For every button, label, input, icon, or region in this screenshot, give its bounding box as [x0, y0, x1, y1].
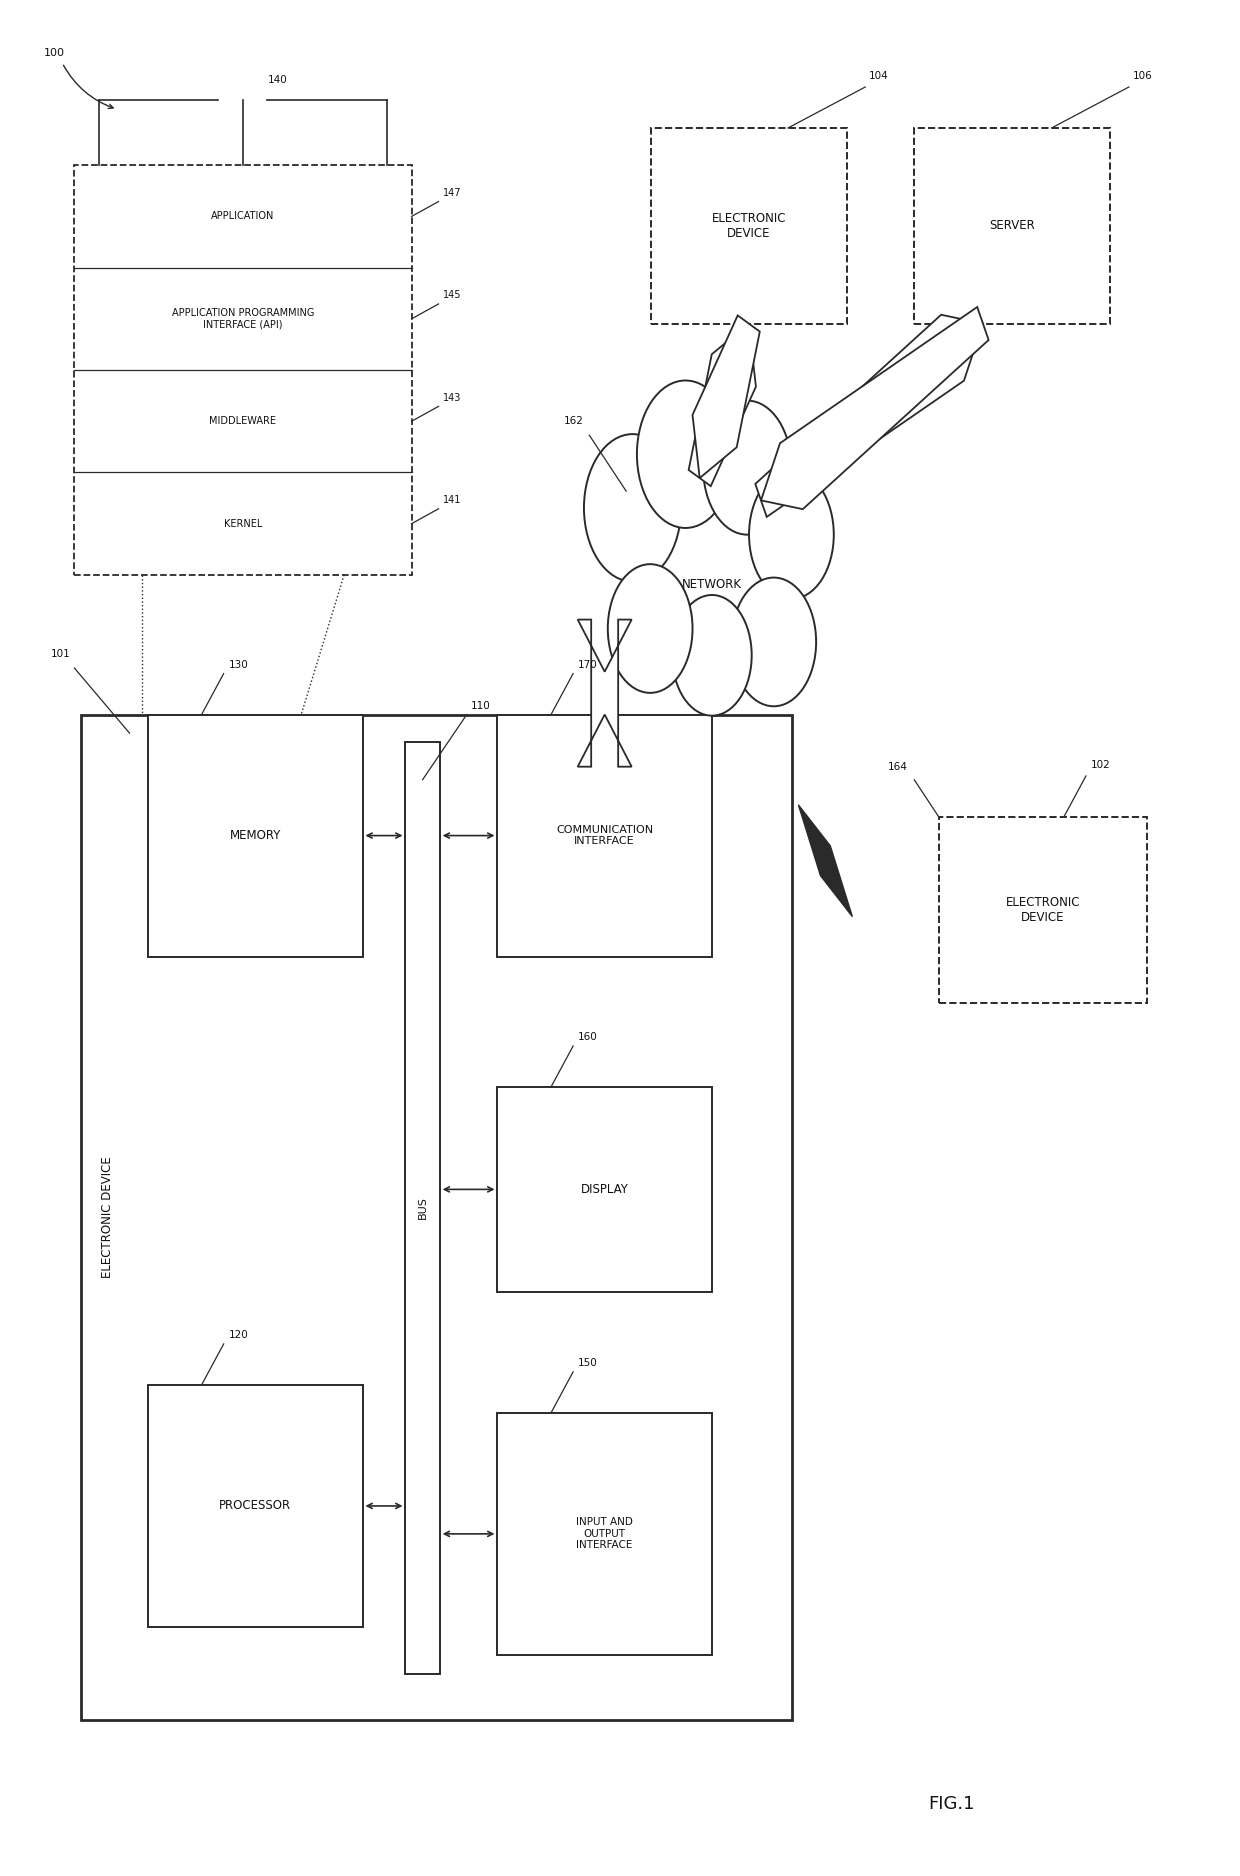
FancyBboxPatch shape	[497, 1413, 712, 1655]
Polygon shape	[761, 308, 988, 508]
Text: 120: 120	[228, 1330, 248, 1339]
Text: 140: 140	[268, 75, 288, 84]
FancyBboxPatch shape	[914, 128, 1111, 323]
Text: 170: 170	[578, 660, 598, 670]
FancyBboxPatch shape	[651, 128, 847, 323]
Text: 150: 150	[578, 1358, 598, 1368]
Text: 104: 104	[869, 71, 889, 81]
FancyBboxPatch shape	[74, 165, 412, 574]
Text: NETWORK: NETWORK	[682, 578, 742, 591]
Text: 164: 164	[888, 762, 908, 773]
Polygon shape	[578, 619, 631, 767]
FancyBboxPatch shape	[81, 715, 791, 1720]
FancyBboxPatch shape	[148, 715, 362, 957]
Text: 106: 106	[1132, 71, 1152, 81]
FancyBboxPatch shape	[405, 743, 440, 1673]
Text: ELECTRONIC DEVICE: ELECTRONIC DEVICE	[100, 1156, 114, 1278]
FancyBboxPatch shape	[497, 715, 712, 957]
Circle shape	[608, 565, 692, 692]
Polygon shape	[688, 323, 756, 486]
Circle shape	[703, 401, 791, 535]
Text: 100: 100	[43, 49, 64, 58]
Text: 162: 162	[563, 416, 583, 426]
Text: 143: 143	[444, 392, 461, 403]
Text: ELECTRONIC
DEVICE: ELECTRONIC DEVICE	[712, 212, 786, 240]
Text: DISPLAY: DISPLAY	[580, 1184, 629, 1195]
Polygon shape	[692, 315, 760, 478]
Text: SERVER: SERVER	[990, 219, 1035, 233]
Text: 110: 110	[470, 702, 490, 711]
Text: 102: 102	[1091, 760, 1111, 771]
Text: PROCESSOR: PROCESSOR	[219, 1499, 291, 1512]
Text: 101: 101	[51, 649, 71, 658]
Polygon shape	[755, 315, 983, 518]
Text: APPLICATION PROGRAMMING
INTERFACE (API): APPLICATION PROGRAMMING INTERFACE (API)	[172, 308, 314, 330]
FancyBboxPatch shape	[148, 1384, 362, 1626]
Text: APPLICATION: APPLICATION	[211, 212, 274, 221]
Circle shape	[637, 381, 734, 527]
Circle shape	[732, 578, 816, 705]
Text: MIDDLEWARE: MIDDLEWARE	[210, 416, 277, 426]
Text: INPUT AND
OUTPUT
INTERFACE: INPUT AND OUTPUT INTERFACE	[577, 1518, 634, 1550]
Polygon shape	[799, 805, 852, 917]
Text: BUS: BUS	[418, 1197, 428, 1219]
Text: 130: 130	[228, 660, 248, 670]
Text: 145: 145	[444, 291, 463, 300]
FancyBboxPatch shape	[497, 1086, 712, 1293]
FancyBboxPatch shape	[939, 816, 1147, 1004]
Text: KERNEL: KERNEL	[223, 518, 262, 529]
Text: 141: 141	[444, 495, 461, 505]
Circle shape	[749, 471, 833, 598]
Circle shape	[584, 433, 681, 582]
Text: MEMORY: MEMORY	[229, 829, 281, 842]
Text: 147: 147	[444, 188, 463, 197]
Text: ELECTRONIC
DEVICE: ELECTRONIC DEVICE	[1006, 897, 1080, 925]
Text: 160: 160	[578, 1032, 598, 1043]
Circle shape	[672, 595, 751, 715]
Text: COMMUNICATION
INTERFACE: COMMUNICATION INTERFACE	[556, 825, 653, 846]
Text: FIG.1: FIG.1	[928, 1795, 975, 1812]
